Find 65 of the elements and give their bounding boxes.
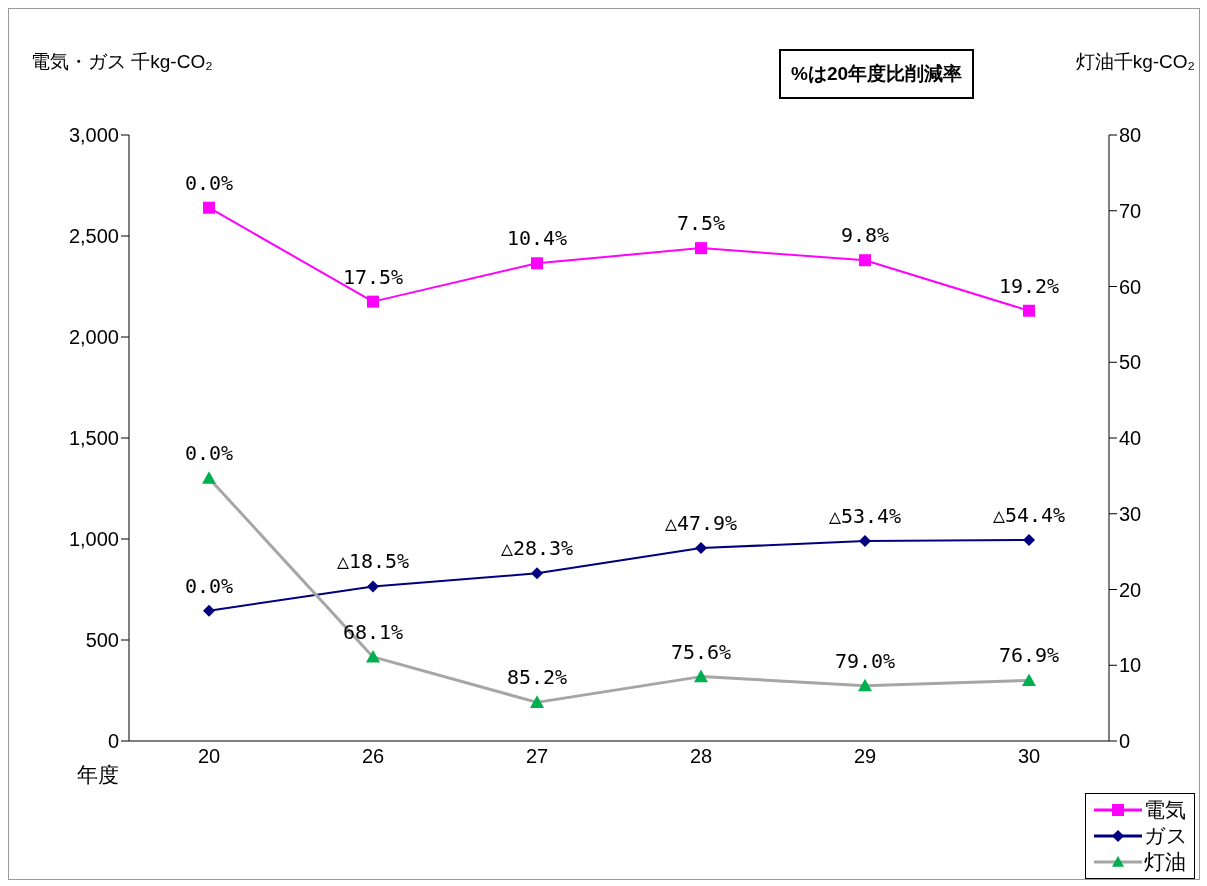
point <box>695 242 707 255</box>
point <box>531 567 543 580</box>
y-tick-label: 500 <box>85 629 119 652</box>
annotation: 0.0% <box>184 441 234 466</box>
y2-tick-label: 20 <box>1119 578 1142 601</box>
annotation: 9.8% <box>840 223 890 248</box>
point <box>367 295 379 308</box>
annotation: △53.4% <box>828 504 902 529</box>
point <box>531 257 543 270</box>
point <box>1023 534 1035 547</box>
y2-tick-label: 50 <box>1119 351 1142 374</box>
annotation: 7.5% <box>676 211 726 236</box>
point <box>1022 673 1036 686</box>
point <box>694 669 708 683</box>
legend-label: 電気 <box>1144 797 1186 823</box>
y2-axis-title: 灯油千kg-CO₂ <box>1075 50 1195 74</box>
point <box>203 604 215 617</box>
annotation: 75.6% <box>670 639 732 664</box>
y-tick-label: 0 <box>107 730 119 753</box>
point <box>858 678 872 692</box>
x-tick-label: 20 <box>197 745 221 768</box>
point <box>203 201 215 214</box>
y2-tick-label: 80 <box>1119 124 1142 147</box>
point <box>530 695 544 708</box>
annotation: 19.2% <box>998 273 1060 298</box>
annotation: 68.1% <box>342 619 404 644</box>
point <box>859 254 871 267</box>
x-tick-label: 28 <box>689 745 713 768</box>
point <box>366 649 380 663</box>
x-tick-label: 26 <box>361 745 385 768</box>
legend-label: 灯油 <box>1144 849 1186 875</box>
annotation: △18.5% <box>336 549 410 574</box>
y2-tick-label: 0 <box>1119 730 1131 753</box>
text: %は20年度比削減率 <box>779 49 975 99</box>
y-tick-label: 2,000 <box>68 326 119 349</box>
x-tick-label: 29 <box>853 745 877 768</box>
y2-tick-label: 60 <box>1119 275 1142 298</box>
annotation: 17.5% <box>342 264 404 289</box>
x-axis-title: 年度 <box>77 762 119 788</box>
point <box>859 535 871 548</box>
y2-tick-label: 10 <box>1119 654 1142 677</box>
annotation: 0.0% <box>184 573 234 598</box>
y-tick-label: 1,000 <box>68 528 119 551</box>
point <box>695 542 707 555</box>
y2-tick-label: 40 <box>1119 427 1142 450</box>
point <box>367 580 379 593</box>
point <box>202 471 216 484</box>
y-tick-label: 3,000 <box>68 124 119 147</box>
y2-tick-label: 70 <box>1119 199 1142 222</box>
y-axis-title: 電気・ガス 千kg-CO₂ <box>31 50 213 74</box>
y-tick-label: 2,500 <box>68 225 119 248</box>
annotation: 79.0% <box>834 648 896 673</box>
y-tick-label: 1,500 <box>68 427 119 450</box>
legend-label: ガス <box>1144 823 1188 849</box>
annotation: △47.9% <box>664 511 738 536</box>
x-tick-label: 27 <box>525 745 549 768</box>
annotation: 85.2% <box>506 665 568 690</box>
annotation: 76.9% <box>998 643 1060 668</box>
y2-tick-label: 30 <box>1119 502 1142 525</box>
annotation: △54.4% <box>992 503 1066 528</box>
annotation: △28.3% <box>500 536 574 561</box>
annotation: 10.4% <box>506 226 568 251</box>
x-tick-label: 30 <box>1017 745 1041 768</box>
point <box>1023 304 1035 317</box>
annotation: 0.0% <box>184 170 234 195</box>
